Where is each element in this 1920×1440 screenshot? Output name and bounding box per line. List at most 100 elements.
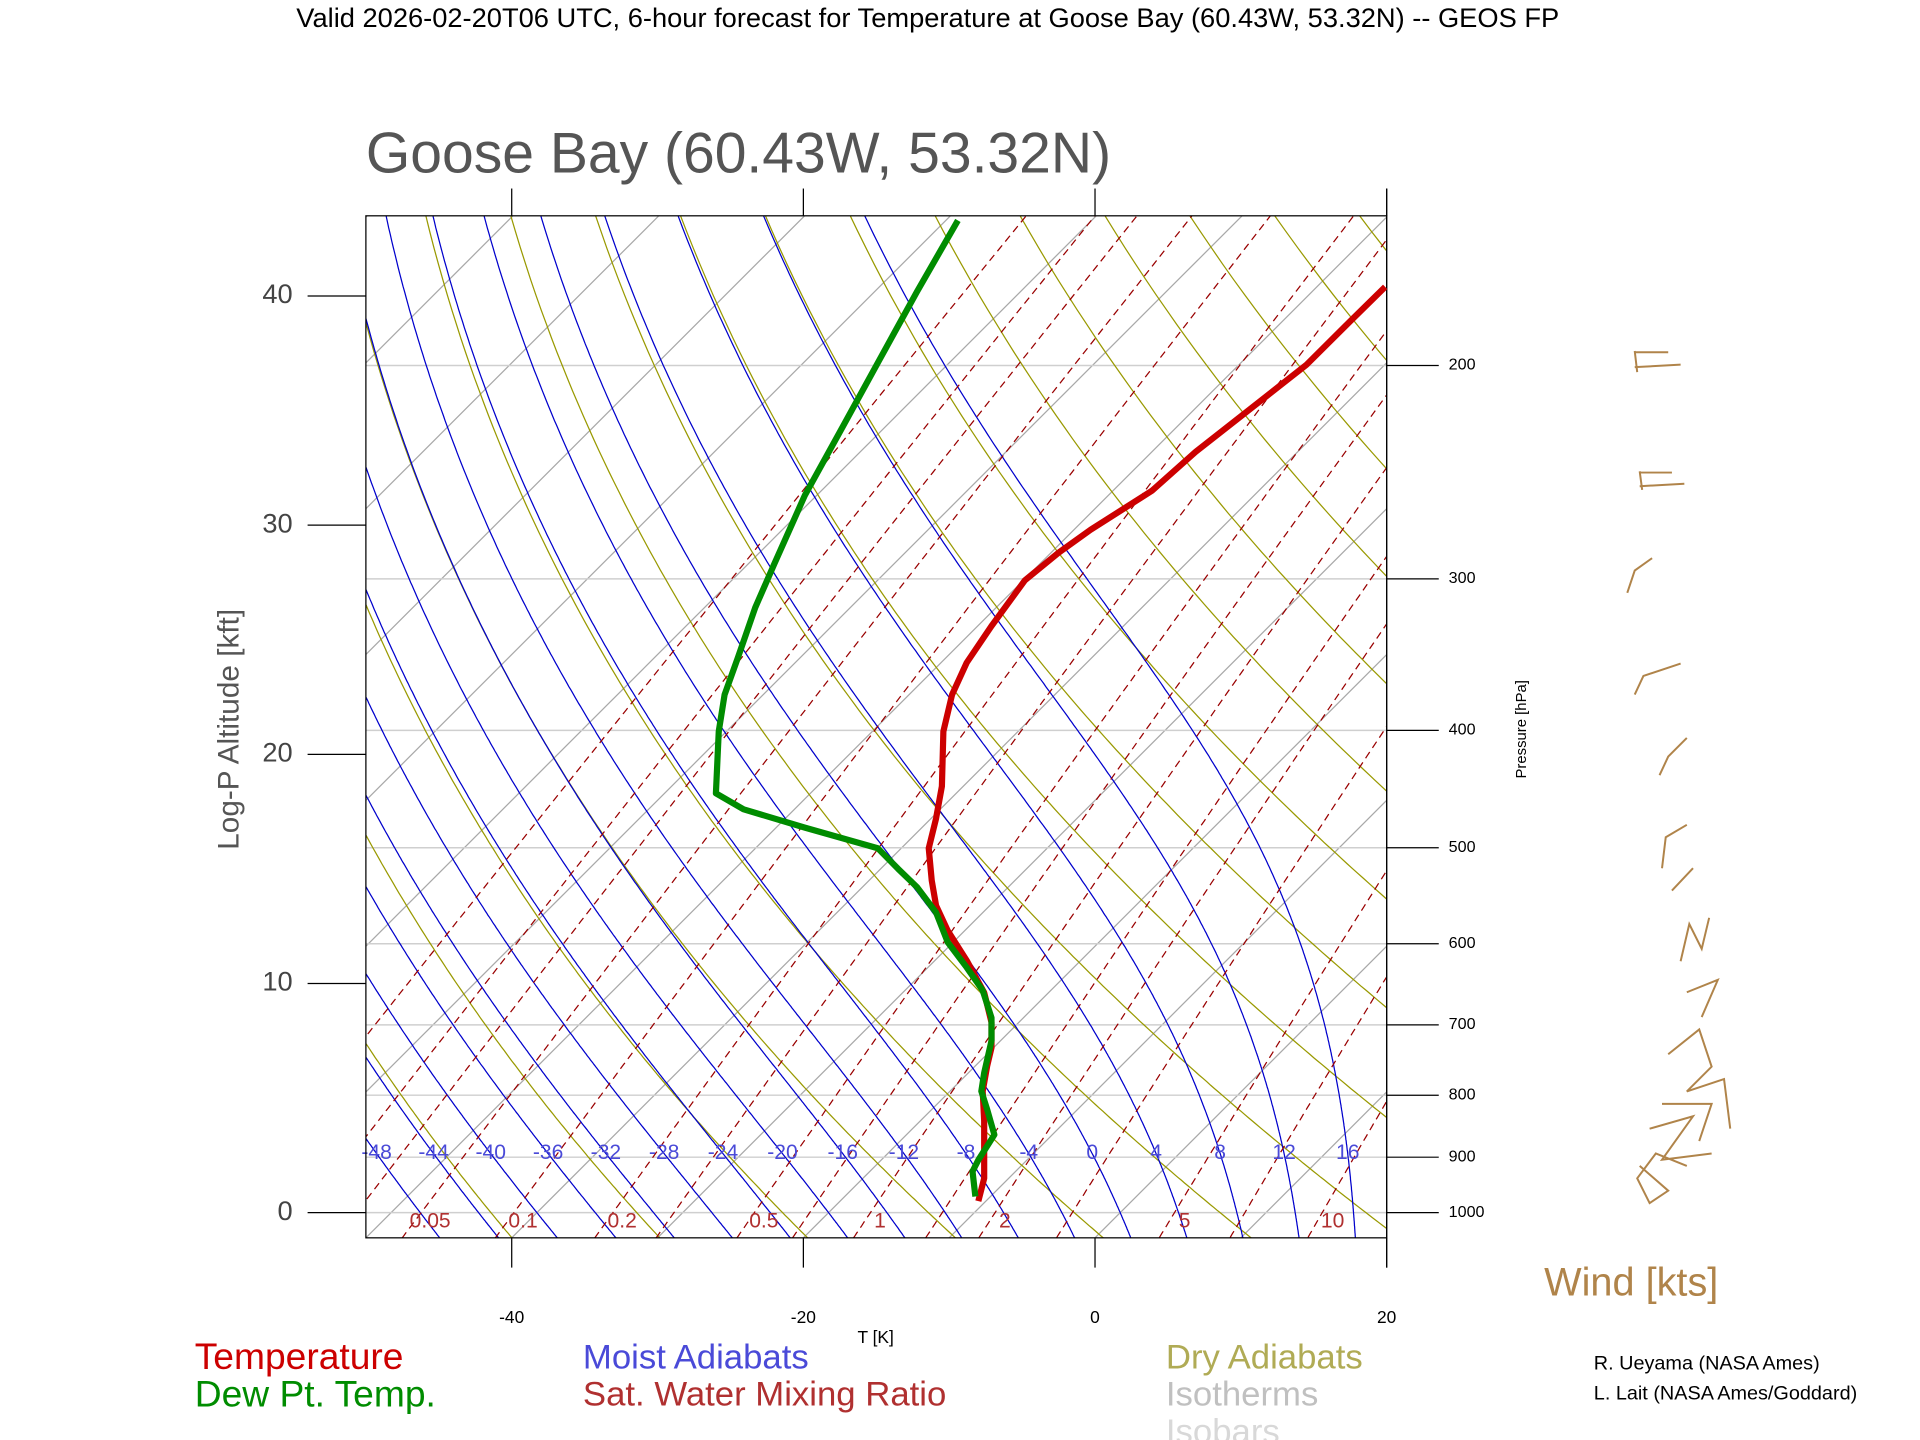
wind-barb (1662, 1027, 1732, 1142)
dry-adiabat (849, 215, 1387, 900)
mixing-ratio-line (365, 215, 1138, 1202)
moist-adiabat (365, 695, 734, 1238)
isotherm (0, 191, 100, 1263)
wind-barb (1661, 823, 1694, 892)
isotherm (365, 215, 660, 510)
credit: L. Lait (NASA Ames/Goddard) (1594, 1382, 1857, 1404)
mixing-ratio-line (1055, 725, 1387, 1238)
dry-adiabat (934, 215, 1387, 793)
sounding-line (712, 218, 998, 1197)
dry-adiabat (1498, 178, 1920, 1249)
wind-label: Wind [kts] (1544, 1260, 1718, 1304)
moist-adiabat-label: -8 (957, 1141, 976, 1164)
dry-adiabat (1831, 178, 1920, 1249)
moist-adiabat (540, 215, 1132, 1238)
y2-axis-label: Pressure [hPa] (1514, 680, 1530, 778)
legend-label: Isobars (1166, 1413, 1280, 1440)
dry-adiabat (510, 215, 1253, 1238)
y2-tick-label: 700 (1449, 1015, 1476, 1033)
moist-adiabat-label: -40 (475, 1141, 505, 1164)
mixing-ratio-line (1560, 178, 1920, 1249)
dry-adiabat (1415, 178, 1920, 1249)
moist-adiabat (385, 215, 963, 1238)
isotherm (365, 215, 806, 656)
dry-adiabat (764, 215, 1387, 1009)
y-tick-label: 20 (262, 737, 292, 768)
wind-barb (1633, 350, 1681, 373)
isotherm (365, 215, 1098, 948)
dry-adiabat (425, 215, 1105, 1238)
x-tick-label: 0 (1090, 1307, 1100, 1327)
dry-adiabat (365, 320, 957, 1238)
mixing-ratio-label: 0.05 (410, 1209, 451, 1232)
y2-tick-label: 600 (1449, 934, 1476, 952)
header: Valid 2026-02-20T06 UTC, 6-hour forecast… (296, 2, 1559, 33)
moist-adiabat-label: -20 (767, 1141, 797, 1164)
moist-adiabat (365, 465, 849, 1238)
dry-adiabat (1, 178, 372, 1249)
y-tick-label: 30 (262, 507, 292, 538)
y-axis-label: Log-P Altitude [kft] (213, 609, 246, 850)
isotherm (656, 507, 1387, 1238)
legend-label: Dew Pt. Temp. (195, 1372, 436, 1414)
dry-adiabat (365, 833, 661, 1238)
moist-adiabat-label: -32 (591, 1141, 621, 1164)
moist-adiabat (365, 972, 559, 1238)
moist-adiabat (483, 215, 1076, 1238)
mixing-ratio-line (736, 329, 1387, 1238)
moist-adiabat (677, 215, 1244, 1238)
mixing-ratio-line (1307, 1100, 1387, 1238)
moist-adiabat (604, 215, 1188, 1238)
moist-adiabat (762, 215, 1300, 1238)
wind-barb (1626, 557, 1653, 594)
moist-adiabat-label: -48 (361, 1141, 391, 1164)
dry-adiabat (1189, 215, 1387, 470)
dry-adiabat (1019, 215, 1387, 685)
dry-adiabat (594, 215, 1387, 1230)
y2-tick-label: 400 (1449, 721, 1476, 739)
y-tick-label: 0 (278, 1195, 293, 1226)
moist-adiabat-label: -16 (828, 1141, 858, 1164)
isotherm (802, 653, 1387, 1238)
mixing-ratio-line (494, 215, 1272, 1238)
dry-adiabat (1358, 215, 1387, 252)
mixing-ratio-label: 0.1 (508, 1209, 537, 1232)
moist-adiabat-label: -12 (889, 1141, 919, 1164)
wind-barb (1636, 1114, 1712, 1205)
mixing-ratio-line (365, 215, 1096, 1138)
legend-label: Temperature (195, 1335, 404, 1377)
x-axis-label: T [K] (857, 1327, 893, 1347)
wind-barb (1633, 662, 1681, 695)
dry-adiabat (1747, 178, 1920, 1249)
mixing-ratio-label: 2 (999, 1209, 1011, 1232)
moist-adiabat-label: -44 (418, 1141, 449, 1164)
legend-label: Sat. Water Mixing Ratio (583, 1376, 946, 1414)
moist-adiabat-label: -4 (1019, 1141, 1038, 1164)
isotherm (365, 215, 952, 802)
legend-label: Moist Adiabats (583, 1339, 809, 1377)
dry-adiabat (1104, 215, 1387, 578)
isotherm (948, 799, 1387, 1238)
moist-adiabat (365, 1137, 441, 1238)
wind-barb (1638, 471, 1685, 491)
moist-adiabat-label: -24 (708, 1141, 739, 1164)
y2-tick-label: 800 (1449, 1085, 1476, 1103)
moist-adiabat (365, 587, 791, 1238)
mixing-ratio-line (401, 215, 1193, 1238)
moist-adiabat (365, 793, 676, 1238)
x-tick-label: -40 (499, 1307, 524, 1327)
mixing-ratio-label: 5 (1179, 1209, 1191, 1232)
y2-tick-label: 500 (1449, 838, 1476, 856)
background-lines (0, 178, 1920, 1263)
moist-adiabat-label: 0 (1086, 1141, 1098, 1164)
mixing-ratio-line (852, 466, 1387, 1238)
moist-adiabat-label: 8 (1214, 1141, 1226, 1164)
y2-tick-label: 1000 (1449, 1203, 1485, 1221)
legend-label: Dry Adiabats (1166, 1339, 1363, 1377)
y2-tick-label: 200 (1449, 356, 1476, 374)
y-tick-label: 10 (262, 966, 292, 997)
mixing-ratio-label: 1 (874, 1209, 886, 1232)
dry-adiabat (1914, 178, 1920, 1249)
moist-adiabat-label: -28 (649, 1141, 679, 1164)
